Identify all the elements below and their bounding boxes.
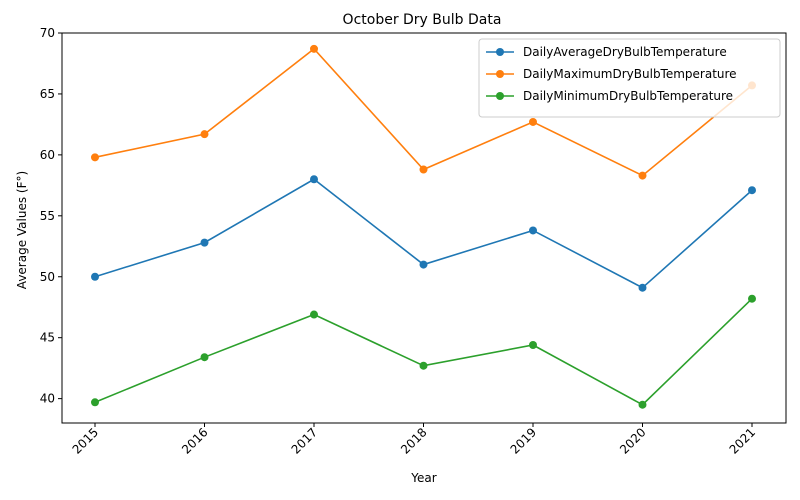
- data-point: [638, 400, 647, 409]
- legend-item: DailyAverageDryBulbTemperature: [486, 45, 727, 59]
- data-point: [638, 283, 647, 292]
- data-point: [638, 171, 647, 180]
- legend-swatch-marker: [496, 92, 504, 100]
- series-line: [94, 298, 753, 406]
- x-tick-label: 2016: [179, 425, 210, 456]
- x-tick-label: 2015: [70, 425, 101, 456]
- data-point: [200, 238, 209, 247]
- legend-item: DailyMinimumDryBulbTemperature: [486, 89, 733, 103]
- data-point: [310, 310, 318, 319]
- y-tick-label: 50: [40, 270, 55, 284]
- y-tick-label: 60: [40, 148, 55, 162]
- y-axis-label: Average Values (F°): [15, 171, 29, 289]
- data-point: [529, 226, 537, 235]
- legend: DailyAverageDryBulbTemperature DailyMaxim…: [478, 38, 781, 118]
- y-tick-label: 45: [40, 331, 55, 345]
- data-point: [91, 398, 99, 407]
- data-point: [91, 153, 99, 162]
- legend-label: DailyMaximumDryBulbTemperature: [523, 67, 737, 81]
- x-axis-label: Year: [410, 471, 436, 485]
- data-point: [529, 341, 537, 349]
- data-point: [529, 117, 537, 126]
- x-tick-label: 2019: [508, 425, 539, 456]
- series-line: [94, 178, 753, 289]
- data-point: [748, 186, 756, 195]
- series-3: [91, 294, 756, 409]
- legend-label: DailyMinimumDryBulbTemperature: [523, 89, 733, 103]
- y-tick-label: 70: [40, 26, 55, 40]
- data-point: [748, 294, 756, 303]
- x-tick-label: 2017: [289, 425, 320, 456]
- y-tick-label: 65: [40, 87, 55, 101]
- chart-title: October Dry Bulb Data: [343, 12, 502, 28]
- y-tick-label: 40: [40, 392, 55, 406]
- legend-swatch-marker: [496, 48, 504, 56]
- data-point: [419, 361, 428, 370]
- data-point: [419, 165, 428, 174]
- y-tick-label: 55: [40, 209, 55, 223]
- data-point: [91, 272, 99, 281]
- data-point: [310, 44, 318, 53]
- data-point: [200, 130, 209, 139]
- x-tick-label: 2020: [617, 425, 648, 456]
- data-point: [419, 260, 428, 269]
- x-tick-label: 2018: [398, 425, 429, 456]
- legend-item: DailyMaximumDryBulbTemperature: [486, 67, 737, 81]
- data-point: [200, 353, 209, 362]
- series-1: [91, 175, 756, 292]
- x-tick-label: 2021: [727, 425, 758, 456]
- data-point: [310, 175, 318, 184]
- plot-area: [91, 44, 756, 409]
- legend-label: DailyAverageDryBulbTemperature: [523, 45, 727, 59]
- legend-box: [478, 38, 781, 118]
- legend-swatch-marker: [496, 70, 504, 78]
